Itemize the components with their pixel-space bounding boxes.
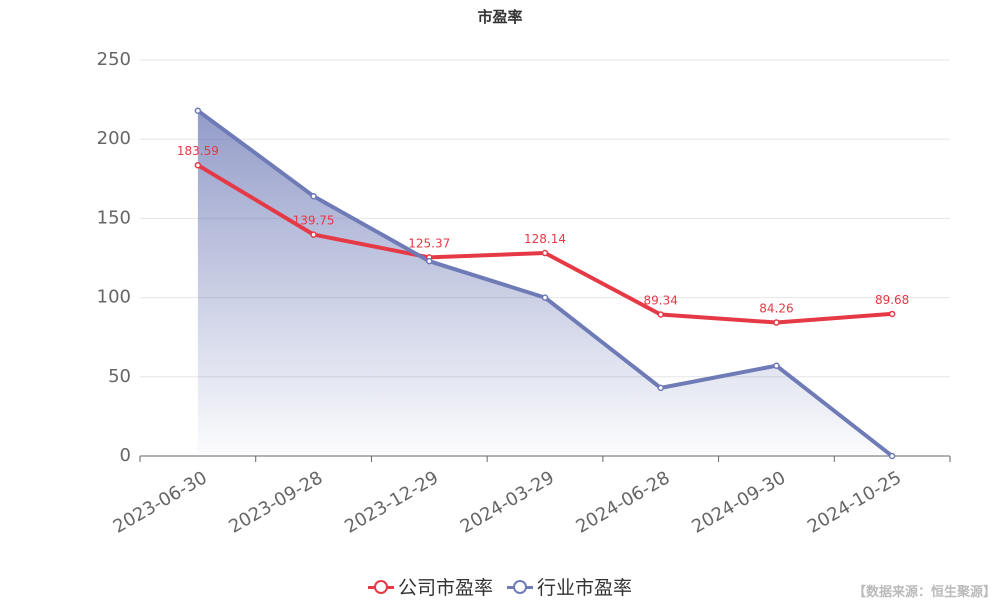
x-tick-label-5: 2024-09-30 [688, 467, 789, 537]
series-0-data-label-4: 89.34 [644, 293, 678, 307]
series-0-point-4 [657, 311, 664, 318]
series-0-data-label-3: 128.14 [524, 232, 566, 246]
series-0-point-1 [310, 231, 317, 238]
series-1-point-6 [888, 452, 896, 460]
series-0-point-5 [773, 319, 780, 326]
series-1-point-2 [426, 257, 433, 265]
series-0-data-label-0: 183.59 [177, 144, 219, 158]
x-tick-label-3: 2024-03-29 [457, 467, 558, 537]
series-0-data-label-5: 84.26 [759, 302, 793, 316]
series-points [194, 107, 896, 460]
y-tick-label-5: 250 [97, 49, 131, 70]
y-tick-label-3: 150 [97, 207, 131, 228]
series-0-point-0 [194, 161, 202, 169]
series-1-point-5 [773, 362, 780, 369]
series-0-data-label-2: 125.37 [408, 236, 450, 250]
x-tick-label-2: 2023-12-29 [341, 467, 442, 537]
x-tick-label-0: 2023-06-30 [110, 467, 211, 537]
x-tick-label-4: 2024-06-28 [573, 467, 674, 537]
industry-area [197, 110, 893, 456]
series-area-1 [197, 110, 893, 456]
series-0-point-3 [541, 249, 549, 257]
y-tick-label-4: 200 [97, 128, 131, 149]
data-labels: 183.59 139.75 125.37 128.14 89.34 84.26 89.68 [177, 144, 909, 315]
y-tick-label-0: 0 [120, 445, 131, 466]
series-1-point-4 [657, 384, 664, 392]
series-0-point-6 [888, 310, 896, 318]
series-1-point-1 [310, 192, 317, 200]
x-tick-label-6: 2024-10-25 [804, 467, 905, 537]
y-tick-label-2: 100 [97, 287, 131, 308]
series-0-data-label-6: 89.68 [875, 293, 909, 307]
series-0-data-label-1: 139.75 [293, 214, 335, 228]
chart-title: 市盈率 [477, 8, 523, 26]
legend: 公司市盈率 行业市盈率 [0, 573, 1000, 600]
source-note: 【数据来源：恒生聚源】 [852, 585, 996, 600]
legend-swatch-company [367, 579, 394, 594]
legend-swatch-industry [507, 579, 533, 594]
legend-item-company[interactable]: 公司市盈率 [367, 573, 493, 600]
y-tick-label-1: 50 [108, 366, 131, 387]
legend-label-company: 公司市盈率 [397, 577, 493, 599]
legend-item-industry[interactable]: 行业市盈率 [507, 573, 632, 600]
series-1-point-0 [194, 107, 202, 114]
x-tick-label-1: 2023-09-28 [225, 467, 326, 537]
series-1-point-3 [541, 294, 549, 301]
legend-label-industry: 行业市盈率 [537, 577, 633, 599]
